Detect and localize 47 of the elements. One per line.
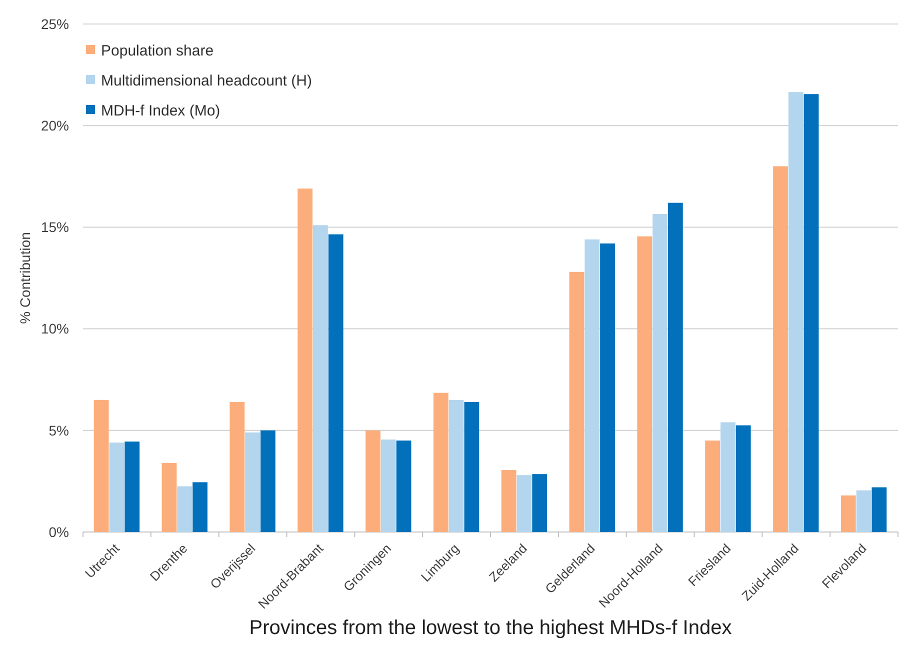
bar (637, 236, 652, 532)
y-tick-label: 5% (48, 422, 69, 438)
bar (804, 94, 819, 532)
y-tick-label: 20% (40, 118, 69, 134)
bar (260, 430, 276, 532)
bar (192, 482, 208, 532)
bar (501, 470, 516, 532)
bar (736, 425, 751, 532)
bar (396, 440, 412, 532)
bar (464, 402, 480, 532)
bar (94, 400, 109, 532)
bar (788, 92, 804, 532)
bar (124, 442, 140, 532)
bar (448, 400, 464, 532)
bar (245, 432, 260, 532)
bar (162, 462, 177, 532)
bar (840, 495, 856, 532)
bar (569, 272, 584, 532)
bar (720, 422, 736, 532)
bar (313, 225, 328, 532)
bar (532, 474, 548, 532)
bar (298, 188, 313, 532)
bar (516, 475, 532, 532)
bar (366, 430, 380, 532)
legend-label: Population share (101, 42, 214, 60)
bar (380, 440, 396, 532)
y-tick-label: 0% (48, 524, 69, 540)
bar (433, 392, 448, 532)
legend-label: MDH-f Index (Mo) (101, 102, 220, 120)
bar (177, 486, 192, 532)
bar (856, 490, 872, 532)
bar (705, 440, 720, 532)
y-axis-title: % Contribution (17, 232, 33, 324)
bar (668, 202, 683, 532)
bar (600, 243, 615, 532)
y-tick-label: 25% (40, 16, 69, 32)
y-tick-label: 10% (40, 320, 69, 337)
bar (773, 166, 788, 532)
bar (328, 234, 344, 532)
legend-label: Multidimensional headcount (H) (101, 72, 312, 90)
bar (584, 239, 600, 532)
y-tick-label: 15% (40, 219, 69, 236)
bar (652, 214, 668, 532)
bar (230, 402, 245, 532)
bar (872, 487, 887, 532)
x-axis-title: Provinces from the lowest to the highest MHDs-f Index (249, 617, 732, 639)
bar (109, 442, 124, 532)
